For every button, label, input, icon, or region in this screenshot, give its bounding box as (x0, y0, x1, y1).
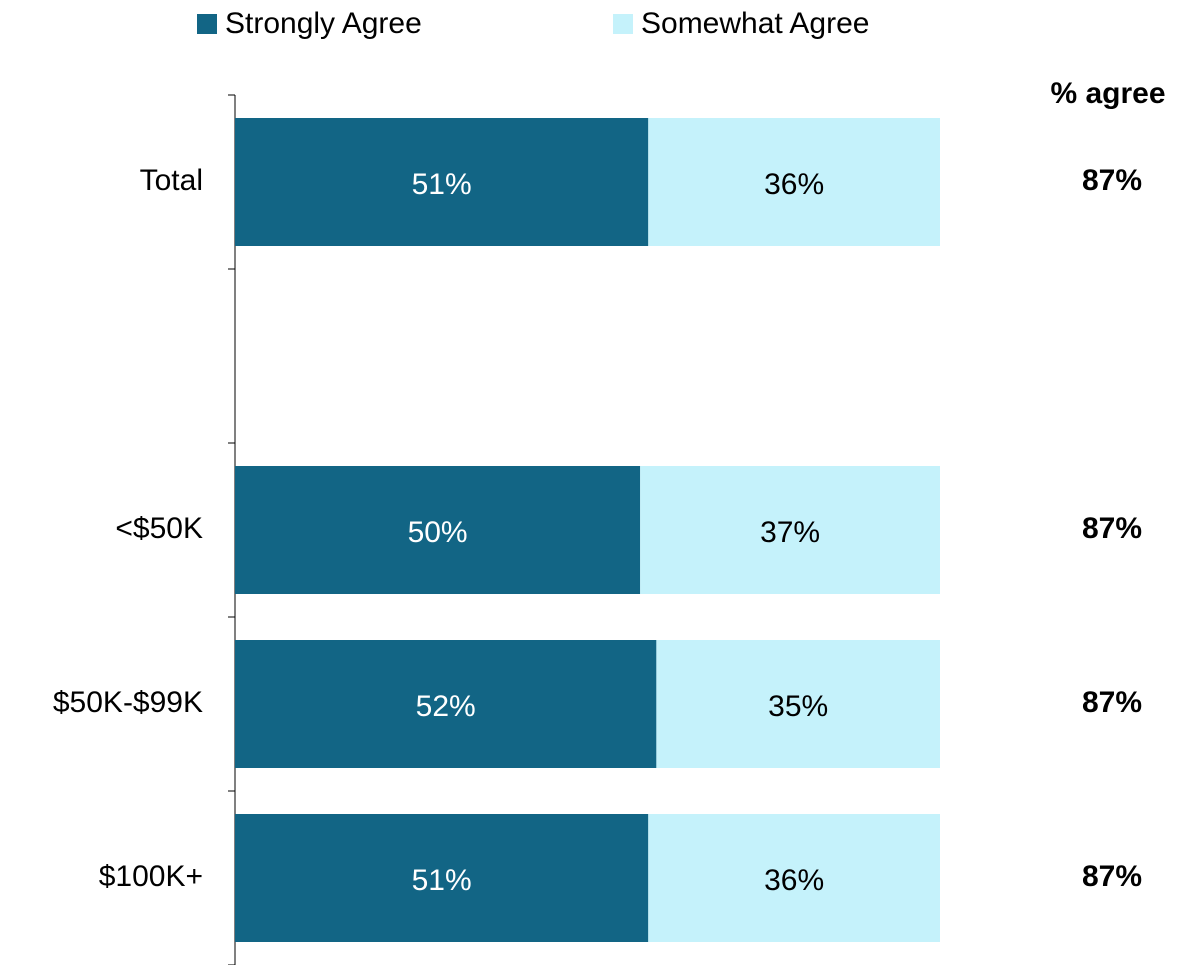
category-label: $50K-$99K (53, 686, 203, 719)
totals-header: % agree (1050, 77, 1165, 110)
category-label: Total (140, 164, 203, 197)
value-label: 50% (408, 516, 468, 549)
value-label: 51% (412, 168, 472, 201)
value-label: 52% (416, 690, 476, 723)
total-label: 87% (1082, 860, 1142, 893)
legend-label: Strongly Agree (225, 7, 422, 40)
total-label: 87% (1082, 164, 1142, 197)
value-label: 36% (764, 168, 824, 201)
legend-label: Somewhat Agree (641, 7, 869, 40)
legend-swatch (197, 14, 217, 34)
bar-segment (648, 118, 940, 246)
bar-segment (648, 814, 940, 942)
value-label: 36% (764, 864, 824, 897)
bar-segment (235, 814, 649, 942)
value-label: 37% (760, 516, 820, 549)
value-label: 35% (768, 690, 828, 723)
total-label: 87% (1082, 512, 1142, 545)
legend-swatch (613, 14, 633, 34)
value-label: 51% (412, 864, 472, 897)
total-label: 87% (1082, 686, 1142, 719)
bar-segment (656, 640, 940, 768)
category-label: <$50K (115, 512, 203, 545)
category-label: $100K+ (99, 860, 203, 893)
bar-segment (640, 466, 940, 594)
bar-segment (235, 640, 657, 768)
bar-segment (235, 118, 649, 246)
bar-segment (235, 466, 641, 594)
